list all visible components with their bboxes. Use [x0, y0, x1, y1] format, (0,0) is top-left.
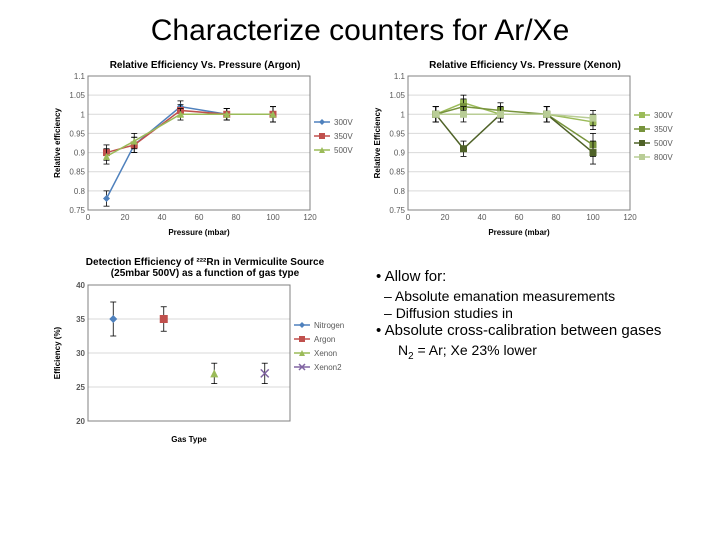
svg-text:0.95: 0.95 [389, 129, 405, 138]
svg-text:120: 120 [623, 213, 637, 222]
svg-text:0.85: 0.85 [69, 168, 85, 177]
slide-title: Characterize counters for Ar/Xe [0, 14, 720, 48]
svg-text:60: 60 [515, 213, 524, 222]
svg-text:Nitrogen: Nitrogen [314, 321, 344, 330]
svg-text:500V: 500V [334, 146, 353, 155]
svg-text:800V: 800V [654, 153, 673, 162]
svg-text:Relative Efficiency: Relative Efficiency [373, 107, 382, 178]
svg-text:30: 30 [76, 349, 85, 358]
chart-xenon-title: Relative Efficiency Vs. Pressure (Xenon) [370, 60, 680, 71]
svg-text:300V: 300V [334, 118, 353, 127]
svg-text:Xenon: Xenon [314, 349, 337, 358]
bullet-cross-cal: Absolute cross-calibration between gases [370, 322, 700, 340]
svg-text:1: 1 [401, 110, 406, 119]
svg-text:Efficiency (%): Efficiency (%) [53, 326, 62, 379]
chart-gastype: Detection Efficiency of ²²²Rn in Vermicu… [50, 255, 360, 445]
svg-text:80: 80 [232, 213, 241, 222]
gastype-title-l1: Detection Efficiency of ²²²Rn in Vermicu… [86, 257, 324, 268]
svg-text:60: 60 [195, 213, 204, 222]
svg-text:0.9: 0.9 [74, 149, 86, 158]
svg-text:20: 20 [441, 213, 450, 222]
chart-argon-svg: 0.75 0.8 0.85 0.9 0.95 1 1.05 1.1 0 20 40 60 80 100 12… [50, 58, 360, 238]
svg-text:350V: 350V [334, 132, 353, 141]
note-n2-ar-xe: N2 = Ar; Xe 23% lower [398, 342, 700, 363]
svg-text:100: 100 [586, 213, 600, 222]
note-post: = Ar; Xe 23% lower [414, 342, 537, 358]
svg-text:40: 40 [158, 213, 167, 222]
bullet-allow-for: Allow for: [370, 268, 700, 286]
svg-text:Relative efficiency: Relative efficiency [53, 108, 62, 178]
svg-text:1.05: 1.05 [69, 91, 85, 100]
svg-text:35: 35 [76, 315, 85, 324]
svg-text:Pressure (mbar): Pressure (mbar) [168, 228, 230, 237]
svg-text:80: 80 [552, 213, 561, 222]
gastype-title-l2: (25mbar 500V) as a function of gas type [111, 268, 299, 279]
svg-text:40: 40 [478, 213, 487, 222]
svg-text:0: 0 [406, 213, 411, 222]
chart-gastype-svg: 20 25 30 35 40 Gas Type Efficiency (%) Nitrogen… [50, 255, 360, 445]
bullet-sub-2: Diffusion studies in [398, 305, 700, 322]
svg-text:1.1: 1.1 [74, 72, 86, 81]
bullet-sub-1: Absolute emanation measurements [398, 288, 700, 305]
chart-argon-title: Relative Efficiency Vs. Pressure (Argon) [50, 60, 360, 71]
svg-text:0.8: 0.8 [394, 187, 406, 196]
svg-text:20: 20 [121, 213, 130, 222]
svg-text:120: 120 [303, 213, 317, 222]
svg-text:0.75: 0.75 [69, 206, 85, 215]
svg-text:0.9: 0.9 [394, 149, 406, 158]
svg-text:300V: 300V [654, 111, 673, 120]
svg-text:Pressure (mbar): Pressure (mbar) [488, 228, 550, 237]
svg-text:0.8: 0.8 [74, 187, 86, 196]
svg-text:40: 40 [76, 281, 85, 290]
svg-text:350V: 350V [654, 125, 673, 134]
svg-text:0.85: 0.85 [389, 168, 405, 177]
svg-text:100: 100 [266, 213, 280, 222]
chart-xenon-svg: 0.75 0.8 0.85 0.9 0.95 1 1.05 1.1 0 20 40 60 80 100 12… [370, 58, 680, 238]
svg-text:Gas Type: Gas Type [171, 435, 207, 444]
svg-text:0.75: 0.75 [389, 206, 405, 215]
svg-text:1.05: 1.05 [389, 91, 405, 100]
bullets-block: Allow for: Absolute emanation measuremen… [370, 268, 700, 362]
chart-argon: Relative Efficiency Vs. Pressure (Argon)… [50, 58, 360, 238]
chart-xenon: Relative Efficiency Vs. Pressure (Xenon)… [370, 58, 680, 238]
note-pre: N [398, 342, 408, 358]
svg-text:1: 1 [81, 110, 86, 119]
svg-text:Argon: Argon [314, 335, 335, 344]
svg-text:500V: 500V [654, 139, 673, 148]
svg-text:1.1: 1.1 [394, 72, 406, 81]
chart-gastype-title: Detection Efficiency of ²²²Rn in Vermicu… [50, 257, 360, 279]
svg-text:0.95: 0.95 [69, 129, 85, 138]
svg-text:Xenon2: Xenon2 [314, 363, 342, 372]
svg-text:20: 20 [76, 417, 85, 426]
svg-text:25: 25 [76, 383, 85, 392]
svg-text:0: 0 [86, 213, 91, 222]
